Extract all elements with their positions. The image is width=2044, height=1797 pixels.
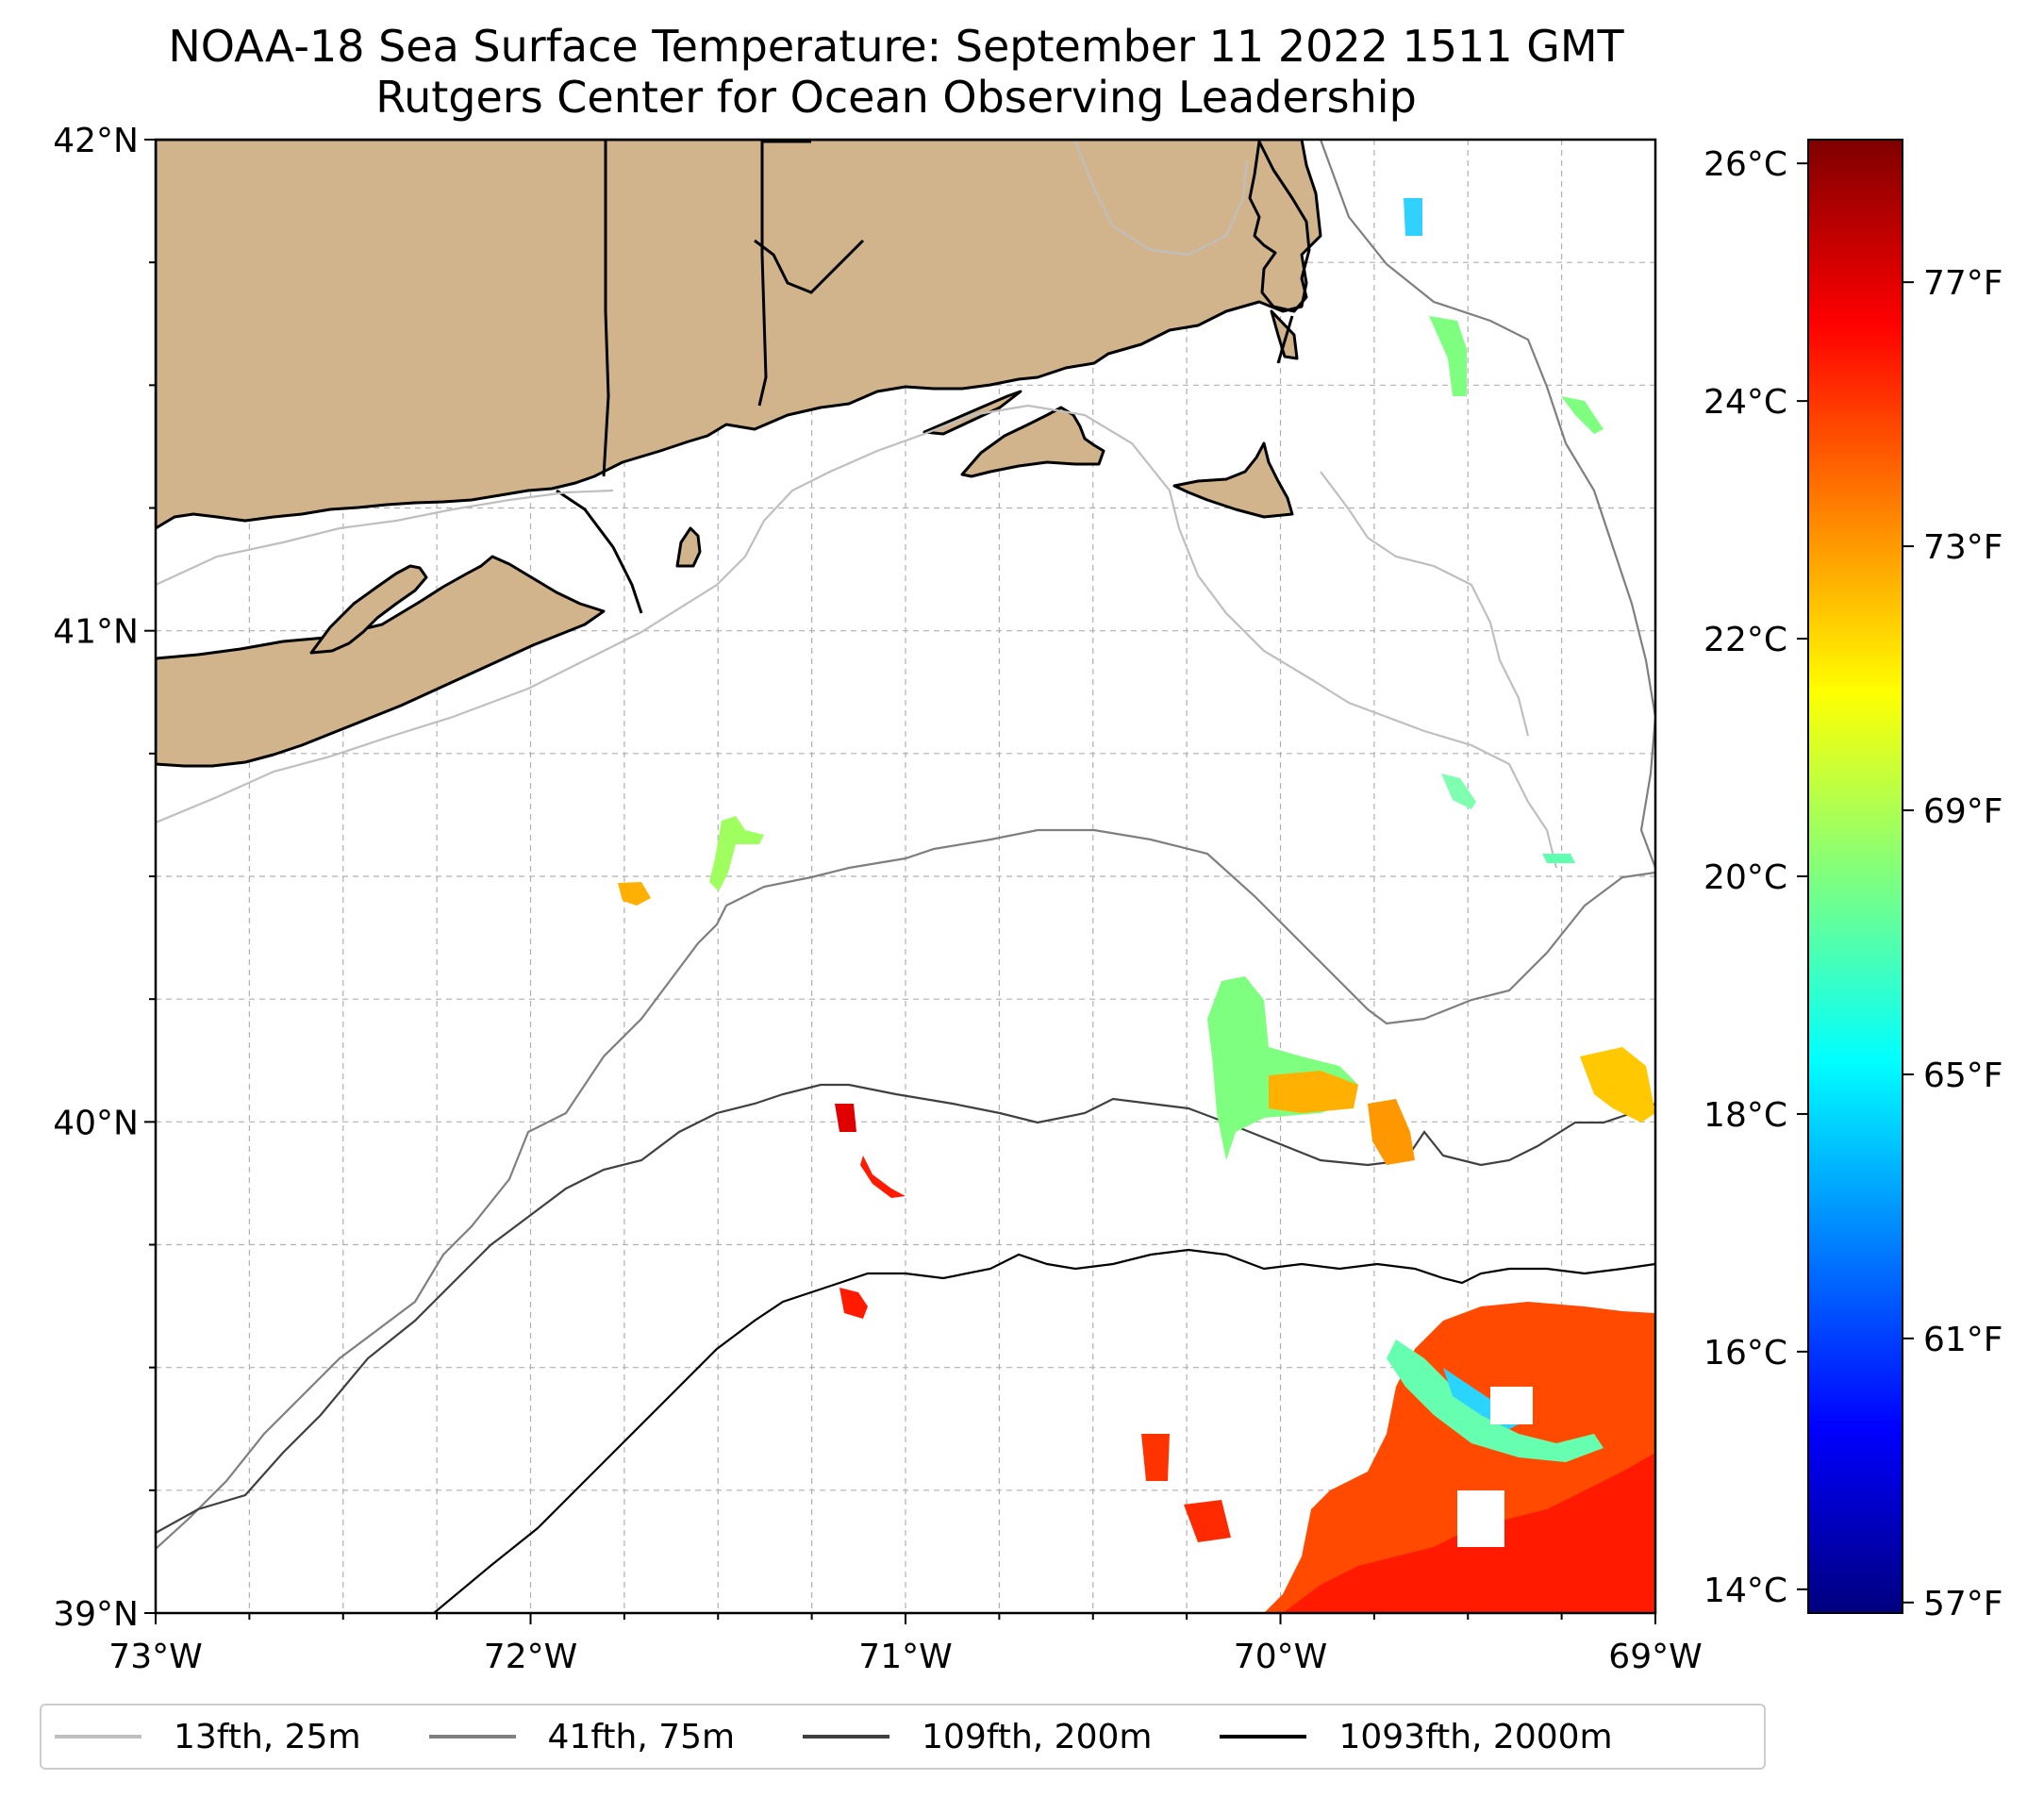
celsius-tick-label: 14°C xyxy=(1703,1572,1787,1610)
y-tick-label: 41°N xyxy=(53,613,139,652)
x-tick-label: 72°W xyxy=(484,1638,577,1676)
fahrenheit-tick-label: 57°F xyxy=(1923,1585,2003,1623)
long-island-north-fork xyxy=(309,564,428,655)
sst-patch-red-1 xyxy=(835,1104,856,1132)
state-boundaries xyxy=(556,140,1294,614)
colorbar-fahrenheit-axis: 77°F 73°F 69°F 65°F 61°F 57°F xyxy=(1903,264,2003,1623)
ny-nj-border xyxy=(556,489,643,614)
sst-cloud-gap-2 xyxy=(1457,1490,1504,1547)
x-tick-label: 73°W xyxy=(108,1638,202,1676)
contour-75m-gom xyxy=(1319,140,1655,869)
legend-entry: 109fth, 200m xyxy=(803,1718,1152,1756)
y-axis: 42°N 41°N 40°N 39°N xyxy=(53,122,156,1634)
contour-25m-shelf xyxy=(156,404,1558,869)
sst-patch-red-2 xyxy=(860,1156,906,1198)
sst-patch-shelf-break xyxy=(1207,976,1358,1160)
title-line-2: Rutgers Center for Ocean Observing Leade… xyxy=(375,72,1417,123)
monomoy-point xyxy=(1276,315,1294,364)
title-line-1: NOAA-18 Sea Surface Temperature: Septemb… xyxy=(168,21,1624,72)
celsius-tick-label: 22°C xyxy=(1703,621,1787,659)
sst-patch-east xyxy=(1580,1047,1655,1123)
sst-cloud-gap-1 xyxy=(1490,1387,1533,1424)
colorbar: 26°C 24°C 22°C 20°C 18°C 16°C 14°C 77°F 73°F 69°… xyxy=(1703,139,2003,1623)
y-tick-label: 39°N xyxy=(53,1595,139,1634)
sst-data xyxy=(618,198,1655,1613)
ny-ct-border xyxy=(602,140,610,477)
sst-patch-east-mid xyxy=(1441,774,1476,809)
contour-200m xyxy=(156,1083,1655,1534)
legend-swatch xyxy=(428,1735,516,1739)
martha-vineyard xyxy=(960,406,1105,478)
x-tick-label: 70°W xyxy=(1234,1638,1327,1676)
y-tick-label: 42°N xyxy=(53,122,139,160)
colorbar-gradient xyxy=(1807,139,1903,1614)
legend-swatch xyxy=(1220,1735,1307,1739)
sst-patch-ne-1 xyxy=(1404,198,1422,236)
contour-25m-cape xyxy=(1073,141,1249,257)
sst-patch-east-mid-2 xyxy=(1542,854,1575,863)
bathymetry xyxy=(156,140,1655,1613)
contour-2000m xyxy=(433,1248,1655,1613)
sst-patch-shelf-break-warm xyxy=(1269,1071,1358,1113)
fahrenheit-tick-label: 61°F xyxy=(1923,1321,2003,1359)
monomoy xyxy=(1270,309,1299,360)
legend-label: 41fth, 75m xyxy=(547,1717,736,1756)
x-axis: 73°W 72°W 71°W 70°W 69°W xyxy=(108,1613,1703,1676)
sst-patch-south-2 xyxy=(1141,1434,1170,1481)
fahrenheit-tick-label: 73°F xyxy=(1923,528,2003,567)
y-tick-label: 40°N xyxy=(53,1104,139,1142)
land xyxy=(156,140,1322,768)
map-title: NOAA-18 Sea Surface Temperature: Septemb… xyxy=(0,21,1792,123)
fahrenheit-tick-label: 77°F xyxy=(1923,264,2003,303)
sst-patch-ne-2 xyxy=(1429,316,1467,396)
nantucket xyxy=(1172,441,1294,519)
sst-patch-south xyxy=(1184,1500,1231,1542)
block-island xyxy=(675,526,702,568)
contour-25m-li xyxy=(156,489,614,586)
legend-entry: 13fth, 25m xyxy=(55,1718,361,1756)
sst-cool-filament xyxy=(1387,1339,1604,1462)
sst-patch-nyb xyxy=(618,882,651,906)
long-island-shape xyxy=(156,555,606,768)
map-panel xyxy=(156,140,1655,1613)
celsius-tick-label: 18°C xyxy=(1703,1096,1787,1135)
celsius-tick-label: 16°C xyxy=(1703,1334,1787,1373)
contour-75m-shelf xyxy=(156,828,1655,1550)
legend: 13fth, 25m 41fth, 75m 109fth, 200m 1093fth,… xyxy=(40,1704,1766,1770)
celsius-tick-label: 20°C xyxy=(1703,858,1787,897)
legend-swatch xyxy=(55,1735,141,1739)
fahrenheit-tick-label: 69°F xyxy=(1923,792,2003,831)
x-tick-label: 69°W xyxy=(1608,1638,1702,1676)
sst-patch-ne-3 xyxy=(1561,396,1604,434)
celsius-tick-label: 24°C xyxy=(1703,383,1787,422)
legend-label: 109fth, 200m xyxy=(922,1717,1153,1756)
legend-entry: 41fth, 75m xyxy=(428,1717,736,1756)
x-tick-label: 71°W xyxy=(858,1638,952,1676)
colorbar-celsius-axis: 26°C 24°C 22°C 20°C 18°C 16°C 14°C xyxy=(1703,145,1808,1610)
ct-ri-border xyxy=(757,140,768,407)
sst-patch-red-3 xyxy=(839,1288,868,1319)
narragansett-bay xyxy=(754,239,865,294)
sst-patch-orange xyxy=(1368,1099,1415,1165)
legend-label: 1093fth, 2000m xyxy=(1338,1717,1613,1756)
fahrenheit-tick-label: 65°F xyxy=(1923,1057,2003,1095)
legend-swatch xyxy=(803,1735,890,1739)
legend-entry: 1093fth, 2000m xyxy=(1220,1717,1613,1756)
sst-patch-nyb-green xyxy=(709,816,764,891)
cape-cod xyxy=(1248,140,1311,313)
contour-25m-nantucket-shoals xyxy=(1320,471,1530,737)
legend-label: 13fth, 25m xyxy=(174,1717,361,1756)
mainland-new-england xyxy=(156,140,1322,530)
celsius-tick-label: 26°C xyxy=(1703,145,1787,184)
